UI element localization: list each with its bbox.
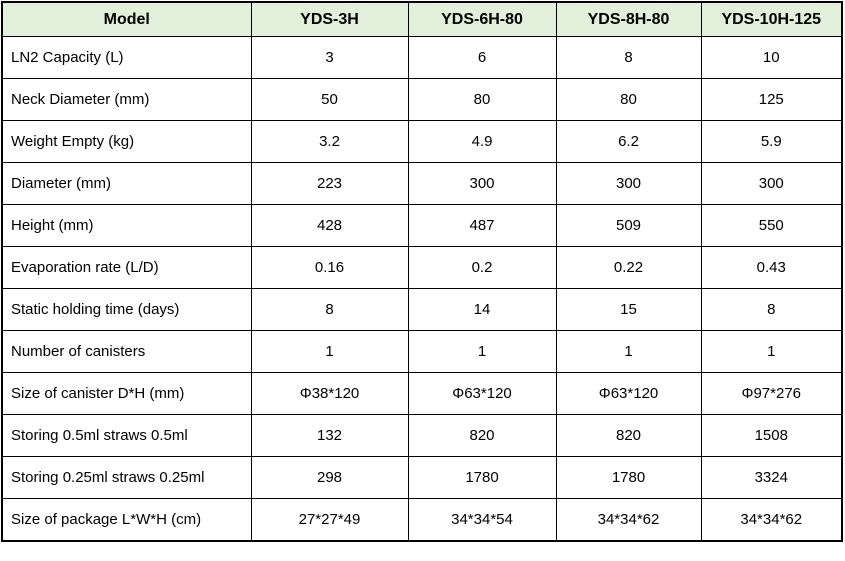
value-cell: 0.16 [250,246,409,289]
value-cell: 1 [250,330,409,373]
value-cell: Φ63*120 [407,372,557,415]
table-row: Diameter (mm) 223 300 300 300 [1,162,843,205]
value-cell: 80 [555,78,702,121]
value-cell: 509 [555,204,702,247]
value-cell: 428 [250,204,409,247]
row-label: Neck Diameter (mm) [1,78,252,121]
table-row: Number of canisters 1 1 1 1 [1,330,843,373]
column-header-yds-10h-125: YDS-10H-125 [700,1,843,37]
value-cell: 8 [250,288,409,331]
value-cell: 1 [700,330,843,373]
row-label: Size of canister D*H (mm) [1,372,252,415]
row-label: Storing 0.5ml straws 0.5ml [1,414,252,457]
value-cell: 3 [250,36,409,79]
value-cell: 300 [700,162,843,205]
value-cell: 34*34*54 [407,498,557,542]
row-label: Static holding time (days) [1,288,252,331]
row-label: Height (mm) [1,204,252,247]
value-cell: 34*34*62 [700,498,843,542]
value-cell: 50 [250,78,409,121]
value-cell: 8 [555,36,702,79]
value-cell: 0.22 [555,246,702,289]
spec-table-body: LN2 Capacity (L) 3 6 8 10 Neck Diameter (mm) 5… [1,36,843,542]
row-label: Weight Empty (kg) [1,120,252,163]
value-cell: 223 [250,162,409,205]
value-cell: 550 [700,204,843,247]
value-cell: 14 [407,288,557,331]
value-cell: 0.43 [700,246,843,289]
value-cell: 300 [555,162,702,205]
value-cell: 6 [407,36,557,79]
table-row: Size of package L*W*H (cm) 27*27*49 34*34*… [1,498,843,542]
row-label: Diameter (mm) [1,162,252,205]
value-cell: 80 [407,78,557,121]
value-cell: Φ38*120 [250,372,409,415]
table-row: Size of canister D*H (mm) Φ38*120 Φ63*120 Φ… [1,372,843,415]
value-cell: Φ63*120 [555,372,702,415]
column-header-yds-8h-80: YDS-8H-80 [555,1,702,37]
value-cell: Φ97*276 [700,372,843,415]
value-cell: 4.9 [407,120,557,163]
table-row: LN2 Capacity (L) 3 6 8 10 [1,36,843,79]
table-row: Neck Diameter (mm) 50 80 80 125 [1,78,843,121]
value-cell: 5.9 [700,120,843,163]
value-cell: 132 [250,414,409,457]
row-label: Number of canisters [1,330,252,373]
table-row: Static holding time (days) 8 14 15 8 [1,288,843,331]
value-cell: 1780 [555,456,702,499]
value-cell: 0.2 [407,246,557,289]
column-header-yds-6h-80: YDS-6H-80 [407,1,557,37]
row-label: LN2 Capacity (L) [1,36,252,79]
table-row: Weight Empty (kg) 3.2 4.9 6.2 5.9 [1,120,843,163]
value-cell: 820 [555,414,702,457]
header-row: Model YDS-3H YDS-6H-80 YDS-8H-80 YDS-10H-125 [1,1,843,37]
table-row: Height (mm) 428 487 509 550 [1,204,843,247]
row-label: Storing 0.25ml straws 0.25ml [1,456,252,499]
column-header-model: Model [1,1,252,37]
table-row: Evaporation rate (L/D) 0.16 0.2 0.22 0.43 [1,246,843,289]
value-cell: 300 [407,162,557,205]
value-cell: 27*27*49 [250,498,409,542]
value-cell: 487 [407,204,557,247]
value-cell: 6.2 [555,120,702,163]
row-label: Size of package L*W*H (cm) [1,498,252,542]
value-cell: 298 [250,456,409,499]
spec-table-header: Model YDS-3H YDS-6H-80 YDS-8H-80 YDS-10H-125 [1,1,843,37]
value-cell: 1 [407,330,557,373]
column-header-yds-3h: YDS-3H [250,1,409,37]
value-cell: 10 [700,36,843,79]
value-cell: 3.2 [250,120,409,163]
table-row: Storing 0.25ml straws 0.25ml 298 1780 1780 3… [1,456,843,499]
row-label: Evaporation rate (L/D) [1,246,252,289]
value-cell: 1 [555,330,702,373]
value-cell: 3324 [700,456,843,499]
value-cell: 34*34*62 [555,498,702,542]
value-cell: 125 [700,78,843,121]
value-cell: 1508 [700,414,843,457]
value-cell: 8 [700,288,843,331]
value-cell: 15 [555,288,702,331]
value-cell: 820 [407,414,557,457]
product-spec-table: Model YDS-3H YDS-6H-80 YDS-8H-80 YDS-10H-125… [1,1,843,542]
value-cell: 1780 [407,456,557,499]
table-row: Storing 0.5ml straws 0.5ml 132 820 820 1508 [1,414,843,457]
